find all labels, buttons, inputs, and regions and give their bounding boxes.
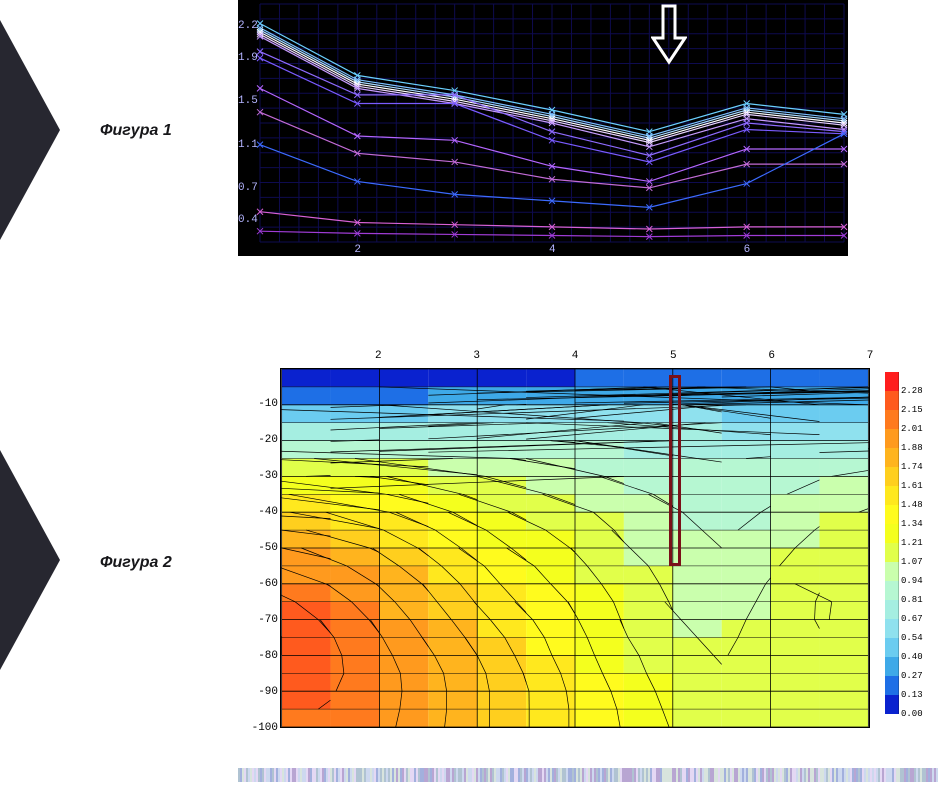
side-marker-2 bbox=[0, 450, 60, 670]
fig2-ytick: -100 bbox=[252, 722, 278, 734]
fig2-ytick: -60 bbox=[258, 578, 278, 590]
down-arrow-icon bbox=[651, 4, 687, 71]
figure-1-chart: 0.4 0.7 1.1 1.5 1.9 2.2 2 4 6 bbox=[238, 0, 848, 256]
fig2-xtick: 3 bbox=[473, 350, 480, 362]
fig2-ytick: -40 bbox=[258, 506, 278, 518]
fig2-ytick: -80 bbox=[258, 650, 278, 662]
fig2-xtick: 4 bbox=[572, 350, 579, 362]
fig1-xtick: 4 bbox=[549, 244, 556, 256]
fig2-plot-area bbox=[280, 368, 870, 728]
fig2-grid bbox=[281, 369, 869, 727]
fig2-ytick: -70 bbox=[258, 614, 278, 626]
fig1-ytick: 1.9 bbox=[238, 52, 258, 64]
fig2-ytick: -90 bbox=[258, 686, 278, 698]
figure-2-chart: 2 3 4 5 6 7 -10 -20 -30 -40 -50 -60 -70 -80 -90 -100 2… bbox=[238, 348, 940, 738]
fig1-ytick: 2.2 bbox=[238, 20, 258, 32]
anomaly-marker bbox=[669, 375, 681, 566]
fig2-ytick: -30 bbox=[258, 470, 278, 482]
fig1-ytick: 0.4 bbox=[238, 214, 258, 226]
side-marker-1 bbox=[0, 20, 60, 240]
color-legend: 2.282.152.011.881.741.611.481.341.211.07… bbox=[885, 372, 940, 714]
fig1-lines bbox=[238, 0, 848, 256]
legend-swatch: 2.28 bbox=[885, 372, 940, 391]
fig2-ytick: -50 bbox=[258, 542, 278, 554]
fig2-ytick: -10 bbox=[258, 398, 278, 410]
fig2-ytick: -20 bbox=[258, 434, 278, 446]
fig2-xtick: 6 bbox=[768, 350, 775, 362]
fig1-ytick: 0.7 bbox=[238, 182, 258, 194]
fig2-xtick: 7 bbox=[867, 350, 874, 362]
fig1-ytick: 1.1 bbox=[238, 139, 258, 151]
fig2-xtick: 5 bbox=[670, 350, 677, 362]
fig2-xtick: 2 bbox=[375, 350, 382, 362]
fig1-ytick: 1.5 bbox=[238, 95, 258, 107]
figure-2-label: Фигура 2 bbox=[100, 554, 172, 572]
noise-bar bbox=[238, 768, 938, 782]
fig1-xtick: 2 bbox=[354, 244, 361, 256]
figure-1-label: Фигура 1 bbox=[100, 122, 172, 140]
fig1-xtick: 6 bbox=[744, 244, 751, 256]
